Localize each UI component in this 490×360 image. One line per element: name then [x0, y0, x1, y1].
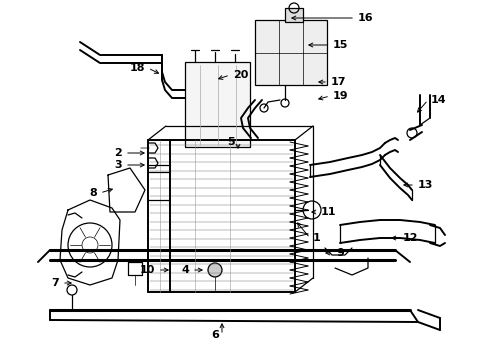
Text: 1: 1 [313, 233, 321, 243]
Text: 11: 11 [321, 207, 337, 217]
Bar [255, 20, 327, 85]
Text: 13: 13 [418, 180, 433, 190]
Text: 10: 10 [140, 265, 155, 275]
Text: 3: 3 [114, 160, 122, 170]
Text: 7: 7 [51, 278, 59, 288]
Text: 12: 12 [403, 233, 418, 243]
Text: 20: 20 [233, 70, 248, 80]
Text: 9: 9 [336, 248, 344, 258]
Text: 4: 4 [181, 265, 189, 275]
Text: 19: 19 [333, 91, 348, 101]
Bar [185, 62, 250, 147]
Text: 14: 14 [431, 95, 446, 105]
Text: 2: 2 [114, 148, 122, 158]
Text: 15: 15 [333, 40, 348, 50]
Text: 8: 8 [89, 188, 97, 198]
Text: 16: 16 [358, 13, 373, 23]
Circle shape [208, 263, 222, 277]
Text: 18: 18 [129, 63, 145, 73]
Text: 17: 17 [331, 77, 346, 87]
Text: 5: 5 [227, 137, 235, 147]
Bar [285, 8, 303, 22]
Text: 6: 6 [211, 330, 219, 340]
